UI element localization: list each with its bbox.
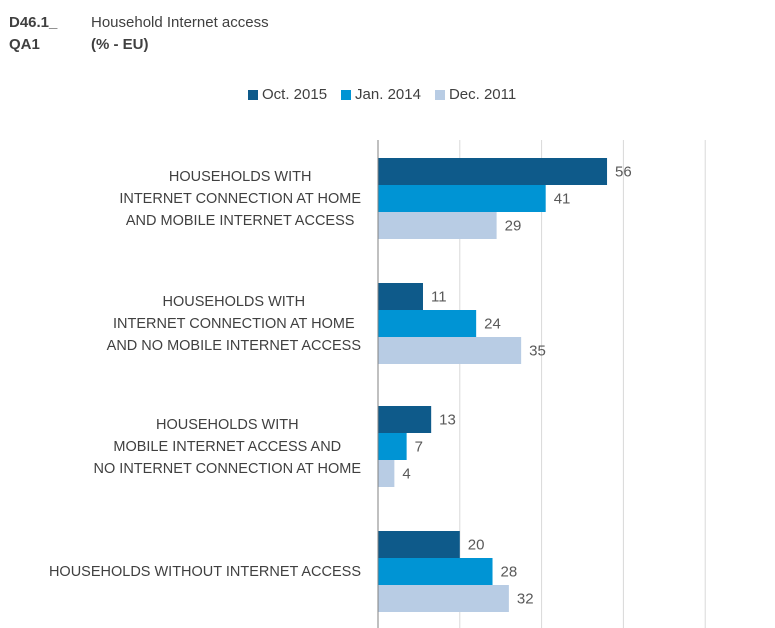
legend-swatch-oct2015 [248, 89, 258, 100]
category-label-line: HOUSEHOLDS WITH [168, 168, 312, 185]
bar [378, 433, 407, 460]
data-label: 28 [501, 564, 518, 581]
bar [378, 283, 423, 310]
data-label: 7 [415, 439, 423, 456]
data-label: 13 [439, 412, 456, 429]
bar [378, 460, 395, 487]
category-label-line: INTERNET CONNECTION AT HOME [112, 315, 355, 332]
data-label: 29 [505, 218, 522, 235]
chart-title: Household Internet access [91, 14, 269, 31]
category-label-line: INTERNET CONNECTION AT HOME [119, 190, 361, 207]
legend-item: Jan. 2014 [341, 86, 421, 103]
bar [378, 337, 522, 364]
legend-swatch-jan2014 [341, 89, 352, 100]
category-label-line: AND MOBILE INTERNET ACCESS [125, 212, 355, 229]
category-label-line: HOUSEHOLDS WITH [162, 293, 306, 310]
category-label: HOUSEHOLDS WITH MOBILE INTERNET ACCESS AN… [94, 414, 361, 480]
data-label: 11 [431, 289, 447, 306]
category-label: HOUSEHOLDS WITH INTERNET CONNECTION AT HO… [119, 166, 361, 232]
legend-item: Dec. 2011 [434, 86, 517, 103]
category-label-line: MOBILE INTERNET ACCESS AND [113, 438, 342, 455]
data-label: 24 [484, 316, 501, 333]
bar [378, 310, 477, 337]
category-label: HOUSEHOLDS WITHOUT INTERNET ACCESS [49, 561, 361, 583]
data-label: 35 [529, 343, 546, 360]
legend-label: Dec. 2011 [448, 86, 517, 103]
legend-label: Jan. 2014 [355, 86, 421, 103]
chart-code: D46.1_ [9, 14, 58, 31]
category-label: HOUSEHOLDS WITH INTERNET CONNECTION AT HO… [107, 291, 361, 357]
category-label-line: HOUSEHOLDS WITHOUT INTERNET ACCESS [48, 563, 361, 580]
category-label-line: HOUSEHOLDS WITH [155, 416, 299, 433]
data-label: 32 [517, 591, 534, 608]
category-label-line: NO INTERNET CONNECTION AT HOME [93, 460, 361, 477]
bar [378, 558, 493, 585]
chart-header: D46.1_ Household Internet access QA1 (% … [9, 12, 269, 56]
bar [378, 585, 509, 612]
legend-item: Oct. 2015 [248, 86, 327, 103]
chart-subtitle: (% - EU) [91, 36, 149, 53]
chart-code-2: QA1 [9, 36, 40, 53]
data-label: 56 [615, 164, 632, 181]
legend-label: Oct. 2015 [262, 86, 328, 103]
bar [378, 158, 608, 185]
data-label: 41 [554, 191, 571, 208]
bar [378, 406, 432, 433]
category-label-line: AND NO MOBILE INTERNET ACCESS [106, 337, 361, 354]
bar [378, 212, 497, 239]
legend-swatch-dec2011 [434, 89, 445, 100]
bar [378, 531, 460, 558]
legend: Oct. 2015 Jan. 2014 Dec. 2011 [248, 86, 516, 103]
data-label: 4 [402, 466, 410, 483]
bar [378, 185, 546, 212]
data-label: 20 [468, 537, 485, 554]
